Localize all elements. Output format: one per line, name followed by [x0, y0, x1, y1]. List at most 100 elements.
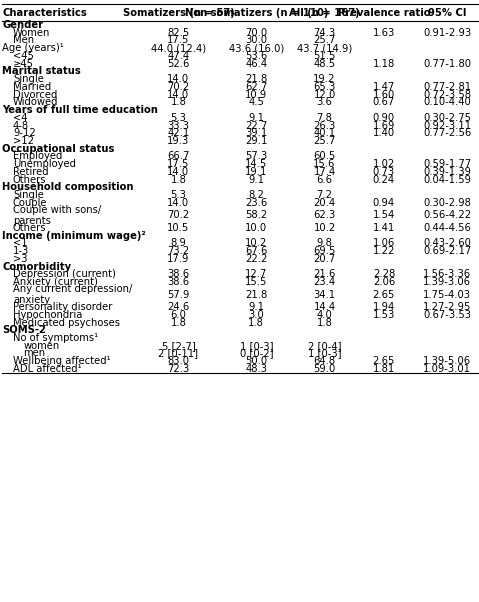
Text: Wellbeing affected¹: Wellbeing affected¹ — [13, 356, 111, 366]
Text: 48.3: 48.3 — [245, 364, 267, 374]
Text: Couple with sons/
parents: Couple with sons/ parents — [13, 205, 101, 226]
Text: 1.60: 1.60 — [373, 90, 395, 99]
Text: 1.69: 1.69 — [373, 120, 395, 131]
Text: 1.47: 1.47 — [373, 82, 395, 92]
Text: Personality disorder: Personality disorder — [13, 302, 112, 312]
Text: SOMS-2: SOMS-2 — [2, 325, 46, 335]
Text: 2.28: 2.28 — [373, 269, 395, 279]
Text: 51.5: 51.5 — [313, 51, 336, 61]
Text: 7.2: 7.2 — [317, 190, 332, 200]
Text: 6.0: 6.0 — [171, 310, 186, 320]
Text: 20.7: 20.7 — [313, 254, 336, 264]
Text: 1.63: 1.63 — [373, 28, 395, 38]
Text: Somatizers (n = 57): Somatizers (n = 57) — [123, 8, 234, 17]
Text: Comorbidity: Comorbidity — [2, 261, 71, 272]
Text: men: men — [23, 349, 46, 358]
Text: 57.3: 57.3 — [245, 152, 267, 161]
Text: 1.22: 1.22 — [373, 246, 395, 256]
Text: 1.8: 1.8 — [317, 317, 332, 327]
Text: Medicated psychoses: Medicated psychoses — [13, 317, 120, 327]
Text: Others: Others — [13, 223, 46, 233]
Text: 73.2: 73.2 — [167, 246, 190, 256]
Text: 0 [0-2]: 0 [0-2] — [240, 349, 273, 358]
Text: 22.7: 22.7 — [245, 120, 267, 131]
Text: 12.7: 12.7 — [245, 269, 267, 279]
Text: 47.4: 47.4 — [167, 51, 190, 61]
Text: 17.5: 17.5 — [167, 159, 190, 169]
Text: 48.5: 48.5 — [313, 58, 336, 69]
Text: 1.8: 1.8 — [171, 317, 186, 327]
Text: 70.2: 70.2 — [167, 210, 190, 220]
Text: 0.90: 0.90 — [373, 113, 395, 123]
Text: ≥45: ≥45 — [13, 58, 34, 69]
Text: Anxiety (current): Anxiety (current) — [13, 277, 98, 287]
Text: 58.2: 58.2 — [245, 210, 267, 220]
Text: 1.8: 1.8 — [171, 98, 186, 107]
Text: Gender: Gender — [2, 20, 44, 30]
Text: Widowed: Widowed — [13, 98, 58, 107]
Text: Non somatizers (n = 110): Non somatizers (n = 110) — [184, 8, 328, 17]
Text: 14.0: 14.0 — [167, 74, 190, 84]
Text: All (n = 167): All (n = 167) — [289, 8, 360, 17]
Text: Unemployed: Unemployed — [13, 159, 76, 169]
Text: Marital status: Marital status — [2, 66, 81, 76]
Text: 0.43-2.60: 0.43-2.60 — [423, 238, 471, 249]
Text: 1.8: 1.8 — [248, 317, 264, 327]
Text: 72.3: 72.3 — [167, 364, 190, 374]
Text: 59.0: 59.0 — [313, 364, 336, 374]
Text: Income (minimum wage)²: Income (minimum wage)² — [2, 231, 146, 241]
Text: 0.59-1.77: 0.59-1.77 — [423, 159, 471, 169]
Text: 22.2: 22.2 — [245, 254, 267, 264]
Text: 1.40: 1.40 — [373, 128, 395, 138]
Text: Employed: Employed — [13, 152, 62, 161]
Text: Single: Single — [13, 190, 44, 200]
Text: Others: Others — [13, 175, 46, 185]
Text: 15.6: 15.6 — [313, 159, 336, 169]
Text: 9.1: 9.1 — [248, 302, 264, 312]
Text: 14.5: 14.5 — [245, 159, 267, 169]
Text: 9-12: 9-12 — [13, 128, 35, 138]
Text: 40.1: 40.1 — [313, 128, 336, 138]
Text: 10.0: 10.0 — [245, 223, 267, 233]
Text: 1.39-3.06: 1.39-3.06 — [423, 277, 471, 287]
Text: 21.6: 21.6 — [313, 269, 336, 279]
Text: 1.94: 1.94 — [373, 302, 395, 312]
Text: Age (years)¹: Age (years)¹ — [2, 43, 64, 53]
Text: 44.0 (12.4): 44.0 (12.4) — [151, 43, 206, 53]
Text: 23.6: 23.6 — [245, 198, 267, 208]
Text: 25.7: 25.7 — [313, 36, 336, 45]
Text: 19.3: 19.3 — [167, 136, 190, 146]
Text: 9.8: 9.8 — [317, 238, 332, 249]
Text: 1 [0-3]: 1 [0-3] — [308, 349, 341, 358]
Text: 9.1: 9.1 — [248, 113, 264, 123]
Text: 0.10-4.40: 0.10-4.40 — [423, 98, 471, 107]
Text: 9.1: 9.1 — [248, 175, 264, 185]
Text: 64.8: 64.8 — [313, 356, 336, 366]
Text: Divorced: Divorced — [13, 90, 57, 99]
Text: No of symptoms¹: No of symptoms¹ — [13, 333, 98, 343]
Text: 21.8: 21.8 — [245, 74, 267, 84]
Text: women: women — [23, 341, 60, 351]
Text: Household composition: Household composition — [2, 182, 134, 193]
Text: 0.04-1.59: 0.04-1.59 — [423, 175, 471, 185]
Text: 82.5: 82.5 — [167, 28, 190, 38]
Text: 62.3: 62.3 — [313, 210, 336, 220]
Text: 14.0: 14.0 — [167, 167, 190, 177]
Text: Retired: Retired — [13, 167, 48, 177]
Text: 66.7: 66.7 — [167, 152, 190, 161]
Text: 70.0: 70.0 — [245, 28, 267, 38]
Text: 10.5: 10.5 — [167, 223, 190, 233]
Text: 10.2: 10.2 — [245, 238, 267, 249]
Text: 65.3: 65.3 — [313, 82, 336, 92]
Text: 5.3: 5.3 — [171, 113, 186, 123]
Text: 12.0: 12.0 — [313, 90, 336, 99]
Text: >3: >3 — [13, 254, 27, 264]
Text: 10.9: 10.9 — [245, 90, 267, 99]
Text: Couple: Couple — [13, 198, 47, 208]
Text: 4.0: 4.0 — [317, 310, 332, 320]
Text: 0.77-1.80: 0.77-1.80 — [423, 58, 471, 69]
Text: 1.81: 1.81 — [373, 364, 395, 374]
Text: 7.8: 7.8 — [317, 113, 332, 123]
Text: 53.6: 53.6 — [245, 51, 267, 61]
Text: 2 [0-4]: 2 [0-4] — [308, 341, 341, 351]
